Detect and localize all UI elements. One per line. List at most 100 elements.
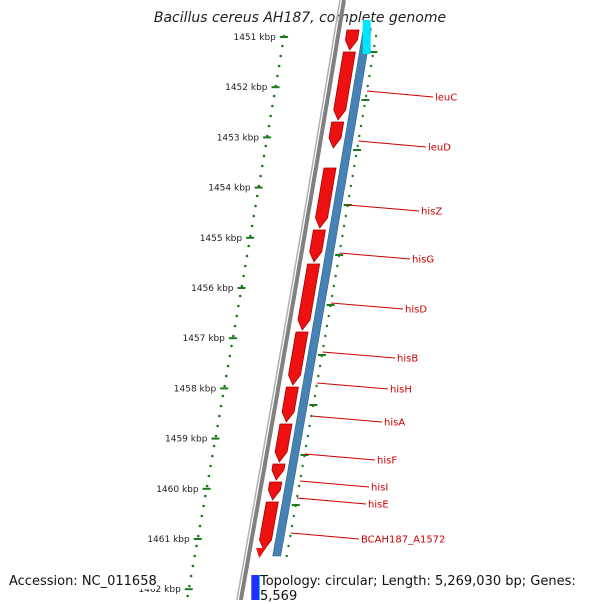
scale-dot xyxy=(261,164,264,168)
track-dot xyxy=(290,524,294,528)
gene-arrow xyxy=(274,423,293,463)
gene-label: hisA xyxy=(384,418,405,429)
scale-dot xyxy=(228,354,232,358)
scale-tick-label: 1462 kbp xyxy=(138,585,181,595)
scale-dot xyxy=(209,464,212,468)
leader-line xyxy=(299,480,370,488)
track-dot xyxy=(285,554,288,558)
track-dot xyxy=(324,334,327,338)
backbone-layer xyxy=(236,0,346,600)
track-dot xyxy=(318,364,322,368)
scale-dot xyxy=(202,504,205,508)
gene-arrow xyxy=(315,167,337,229)
track-dot xyxy=(325,324,329,328)
scale-dot xyxy=(255,194,259,198)
track-dot xyxy=(374,34,378,38)
scale-dot xyxy=(252,214,256,218)
gene-label: hisG xyxy=(412,255,434,266)
track-dot xyxy=(342,224,346,228)
scale-tick-label: 1459 kbp xyxy=(165,435,208,445)
gene-arrow xyxy=(259,501,279,551)
scale-dot xyxy=(188,584,191,588)
gene-layer xyxy=(251,20,372,600)
track-dot xyxy=(336,264,339,268)
leader-line xyxy=(358,140,427,148)
scale-tick-label: 1451 kbp xyxy=(233,33,276,43)
scale-dot xyxy=(276,74,279,78)
scale-tick-label: 1455 kbp xyxy=(200,234,243,244)
track-dot xyxy=(364,94,368,98)
scale-dot xyxy=(244,264,247,268)
track-dot xyxy=(354,154,358,158)
gene-arrow xyxy=(297,263,321,331)
gene-arrow xyxy=(309,229,326,263)
gene-arrow xyxy=(344,29,360,51)
scale-dot xyxy=(254,204,257,208)
gene-arrow xyxy=(271,463,286,481)
gene-arrow xyxy=(256,548,267,558)
scale-dot xyxy=(204,494,207,498)
track-dot xyxy=(349,184,353,188)
track-dot xyxy=(368,74,371,78)
track-dot xyxy=(296,494,299,498)
gene-arrow xyxy=(281,386,299,423)
track-dot xyxy=(306,434,310,438)
scale-dot xyxy=(226,364,230,368)
track-dot xyxy=(299,474,303,478)
track-dot xyxy=(361,114,364,118)
scale-dot xyxy=(189,574,193,578)
gene-arrow xyxy=(333,51,356,121)
track-dot xyxy=(322,344,325,348)
scale-tick-label: 1457 kbp xyxy=(182,334,225,344)
track-dot xyxy=(331,294,334,298)
scale-dot xyxy=(272,94,276,98)
track-dot xyxy=(301,464,304,468)
leader-line xyxy=(366,90,434,98)
scale-dot xyxy=(218,414,221,418)
scale-dot xyxy=(267,124,271,128)
accession-text: Accession: NC_011658 xyxy=(9,574,157,589)
map-title: Bacillus cereus AH187, complete genome xyxy=(153,10,447,26)
scale-dot xyxy=(214,434,218,438)
gene-label: hisH xyxy=(390,385,412,396)
track-dot xyxy=(373,44,376,48)
track-dot xyxy=(297,484,301,488)
scale-tick-label: 1458 kbp xyxy=(174,384,217,394)
track-dot xyxy=(369,64,373,68)
track-dot xyxy=(351,174,354,178)
scale-dot xyxy=(197,534,200,538)
scale-dot xyxy=(186,594,189,598)
gene-arrow xyxy=(328,121,345,149)
scale-dot xyxy=(259,174,262,178)
track-dot xyxy=(341,234,344,238)
scale-dot xyxy=(221,394,225,398)
cds-band xyxy=(272,27,372,557)
backbone-line xyxy=(238,0,346,600)
scale-tick-label: 1461 kbp xyxy=(147,535,190,545)
gene-label: hisE xyxy=(368,500,389,511)
scale-dot xyxy=(207,474,211,478)
leader-line xyxy=(304,453,376,461)
scale-dot xyxy=(271,104,274,108)
scale-layer: 1451 kbp 1452 kbp 1453 kbp 1454 kbp 1455 kbp… xyxy=(138,33,378,598)
track-dot xyxy=(332,284,336,288)
scale-dot xyxy=(247,244,250,248)
track-dot xyxy=(327,314,330,318)
gene-label: hisD xyxy=(405,305,427,316)
scale-dot xyxy=(191,564,195,568)
backbone-edge xyxy=(236,0,341,600)
track-dot xyxy=(313,394,317,398)
track-dot xyxy=(308,424,311,428)
track-dot xyxy=(371,54,374,58)
track-dot xyxy=(359,124,363,128)
track-dot xyxy=(334,274,337,278)
scale-tick-label: 1460 kbp xyxy=(156,485,199,495)
scale-dot xyxy=(279,54,283,58)
scale-tick-label: 1454 kbp xyxy=(208,184,251,194)
gene-label: hisI xyxy=(371,483,388,494)
scale-tick-label: 1453 kbp xyxy=(217,133,260,143)
scale-dot xyxy=(223,384,226,388)
scale-dot xyxy=(240,284,244,288)
leader-line xyxy=(290,532,360,540)
